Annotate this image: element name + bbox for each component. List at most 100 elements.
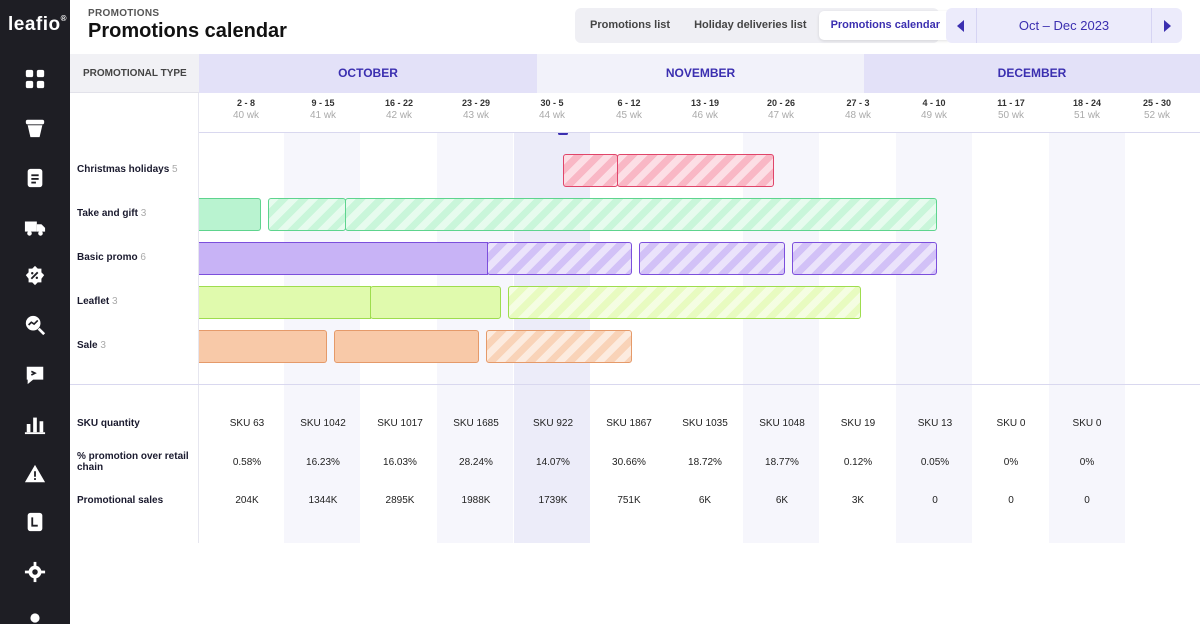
message-icon[interactable] — [23, 363, 47, 387]
promo-bar-christmas[interactable] — [563, 154, 618, 187]
stat-label-promotion-percent: % promotion over retail chain — [77, 451, 189, 473]
promotional-type-header: PROMOTIONAL TYPE — [70, 54, 199, 93]
tab-promotions-calendar[interactable]: Promotions calendar — [818, 11, 952, 40]
promo-bar-sale[interactable] — [334, 330, 479, 363]
tab-holiday-deliveries-list[interactable]: Holiday deliveries list — [694, 19, 807, 31]
promo-bar-basic[interactable] — [199, 242, 488, 275]
promotional-sales-cell: 0 — [1008, 495, 1014, 506]
breadcrumb[interactable]: PROMOTIONS — [88, 8, 160, 19]
week-header: 4 - 10 49 wk — [920, 98, 948, 121]
promotional-sales-cell: 1739K — [538, 495, 568, 506]
promo-bar-christmas[interactable] — [617, 154, 774, 187]
week-header: 9 - 15 41 wk — [309, 98, 337, 121]
week-band — [1049, 133, 1125, 543]
sku-quantity-cell: SKU 1035 — [682, 418, 728, 429]
page-title: Promotions calendar — [88, 20, 287, 42]
sku-quantity-cell: SKU 0 — [1072, 418, 1102, 429]
week-band — [896, 133, 972, 543]
next-period-button[interactable] — [1152, 8, 1182, 43]
promo-bar-leaflet[interactable] — [370, 286, 501, 319]
sku-quantity-cell: SKU 1042 — [300, 418, 346, 429]
period-label[interactable]: Oct – Dec 2023 — [976, 8, 1152, 43]
month-header-row: PROMOTIONAL TYPE OCTOBER NOVEMBER DECEMB… — [70, 54, 1200, 93]
stat-label-promotional-sales: Promotional sales — [77, 495, 164, 506]
dashboard-icon[interactable] — [23, 67, 47, 91]
promotional-sales-cell: 3K — [851, 495, 865, 506]
week-header: 2 - 8 40 wk — [232, 98, 260, 121]
sidebar: leafio® — [0, 0, 70, 624]
promotional-sales-cell: 204K — [235, 495, 259, 506]
search-trend-icon[interactable] — [23, 313, 47, 337]
month-november: NOVEMBER — [537, 54, 864, 93]
caret-left-icon — [957, 19, 964, 32]
promo-type-leaflet[interactable]: Leaflet 3 — [77, 296, 118, 307]
week-header: 27 - 3 48 wk — [844, 98, 872, 121]
week-header: 6 - 12 45 wk — [615, 98, 643, 121]
promotional-sales-cell: 6K — [775, 495, 789, 506]
week-band — [743, 133, 819, 543]
type-column-divider — [198, 93, 199, 543]
logo-text: leafio — [8, 14, 61, 35]
promotional-sales-cell: 2895K — [385, 495, 415, 506]
promo-count: 5 — [172, 164, 178, 175]
document-icon[interactable] — [23, 166, 47, 190]
promo-percent-cell: 30.66% — [612, 457, 646, 468]
promo-bar-basic[interactable] — [487, 242, 632, 275]
promo-percent-cell: 18.77% — [765, 457, 799, 468]
promo-bar-take-and-gift[interactable] — [268, 198, 346, 231]
tab-promotions-list[interactable]: Promotions list — [590, 19, 671, 31]
delivery-truck-icon[interactable] — [23, 215, 47, 239]
week-header: 16 - 22 42 wk — [384, 98, 414, 121]
sku-quantity-cell: SKU 13 — [917, 418, 953, 429]
sku-quantity-cell: SKU 1867 — [606, 418, 652, 429]
promotional-sales-cell: 1988K — [461, 495, 491, 506]
promo-bar-sale[interactable] — [199, 330, 327, 363]
promo-percent-cell: 0.05% — [920, 457, 950, 468]
sku-quantity-cell: SKU 1048 — [759, 418, 805, 429]
stat-label-sku-quantity: SKU quantity — [77, 418, 140, 429]
promo-type-take-and-gift[interactable]: Take and gift 3 — [77, 208, 147, 219]
week-header: 18 - 24 51 wk — [1072, 98, 1102, 121]
promo-type-christmas-holidays[interactable]: Christmas holidays 5 — [77, 164, 178, 175]
promo-type-basic-promo[interactable]: Basic promo 6 — [77, 252, 146, 263]
promo-percent-cell: 28.24% — [459, 457, 493, 468]
promo-percent-cell: 14.07% — [536, 457, 570, 468]
report-icon[interactable] — [23, 510, 47, 534]
promotional-sales-cell: 751K — [617, 495, 641, 506]
view-tabs: Promotions list Holiday deliveries list … — [575, 8, 952, 43]
bar-chart-icon[interactable] — [23, 412, 47, 436]
promo-percent-cell: 16.03% — [383, 457, 417, 468]
promo-bar-take-and-gift[interactable] — [199, 198, 261, 231]
settings-icon[interactable] — [23, 560, 47, 584]
promo-bar-take-and-gift[interactable] — [345, 198, 937, 231]
cup-icon[interactable] — [23, 116, 47, 140]
sku-quantity-cell: SKU 19 — [840, 418, 876, 429]
promo-percent-cell: 0.58% — [232, 457, 262, 468]
month-december: DECEMBER — [864, 54, 1200, 93]
period-selector: Oct – Dec 2023 — [946, 8, 1182, 43]
warning-icon[interactable] — [23, 462, 47, 486]
month-october: OCTOBER — [199, 54, 537, 93]
sku-quantity-cell: SKU 922 — [532, 418, 574, 429]
logo-mark: ® — [60, 14, 68, 23]
discount-icon[interactable] — [23, 264, 47, 288]
week-header: 25 - 30 52 wk — [1142, 98, 1172, 121]
promo-bar-basic[interactable] — [639, 242, 785, 275]
promo-bar-sale[interactable] — [486, 330, 632, 363]
promo-bar-leaflet[interactable] — [199, 286, 371, 319]
sku-quantity-cell: SKU 63 — [229, 418, 265, 429]
week-header: 23 - 29 43 wk — [461, 98, 491, 121]
promo-type-sale[interactable]: Sale 3 — [77, 340, 106, 351]
promo-bar-leaflet[interactable] — [508, 286, 861, 319]
promo-count: 3 — [140, 208, 147, 219]
promo-percent-cell: 0% — [1003, 457, 1019, 468]
week-header: 30 - 5 44 wk — [538, 98, 566, 121]
promotions-calendar: PROMOTIONAL TYPE OCTOBER NOVEMBER DECEMB… — [70, 54, 1200, 624]
promo-percent-cell: 18.72% — [688, 457, 722, 468]
previous-period-button[interactable] — [946, 8, 976, 43]
promo-bar-basic[interactable] — [792, 242, 937, 275]
leafio-logo[interactable]: leafio® — [8, 14, 67, 36]
sku-quantity-cell: SKU 1685 — [453, 418, 499, 429]
caret-right-icon — [1164, 19, 1171, 32]
promotional-sales-cell: 6K — [698, 495, 712, 506]
